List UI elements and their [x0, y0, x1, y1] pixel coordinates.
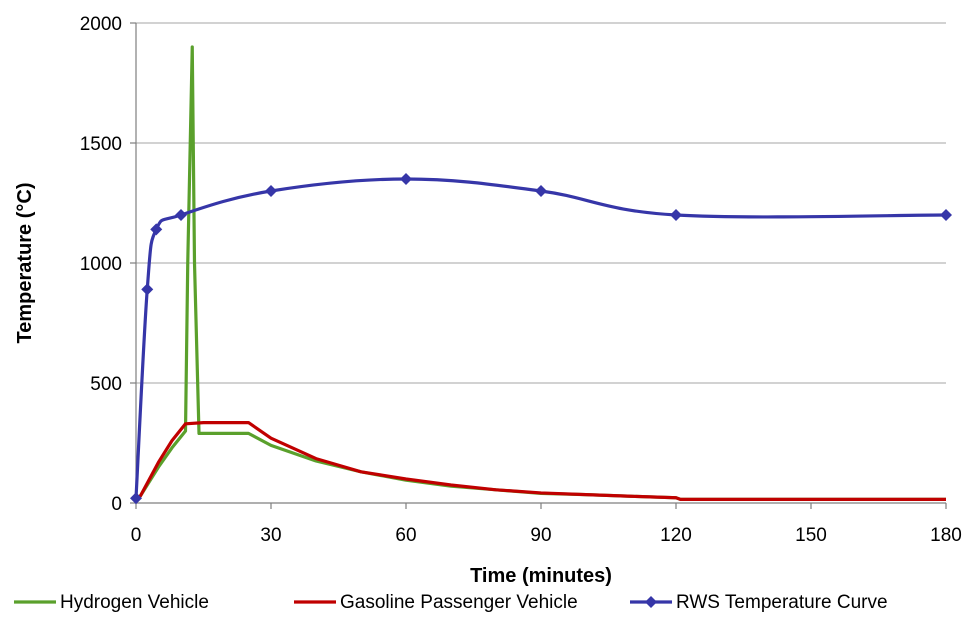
series-lines — [130, 45, 952, 505]
rws-temperature-curve-line — [134, 177, 947, 499]
x-tick-label: 150 — [795, 525, 827, 546]
y-tick-label: 2000 — [80, 14, 122, 35]
legend-label-rws-temperature-curve: RWS Temperature Curve — [676, 592, 888, 613]
y-tick-label: 0 — [111, 494, 122, 515]
rws-temperature-curve-point — [130, 492, 142, 505]
gasoline-passenger-vehicle-line — [135, 421, 946, 501]
rws-temperature-curve-point — [141, 283, 154, 296]
rws-temperature-curve-point — [175, 209, 187, 221]
y-tick-label: 1000 — [80, 254, 122, 275]
y-axis-title: Temperature (°C) — [14, 183, 36, 344]
x-tick-label: 30 — [260, 525, 281, 546]
rws-temperature-curve-point — [535, 185, 547, 197]
tick-labels: 0 500 1000 1500 2000 0 30 60 90 120 150 180 — [80, 14, 962, 546]
y-tick-label: 500 — [90, 374, 122, 395]
x-tick-label: 180 — [930, 525, 962, 546]
rws-temperature-curve-point — [940, 209, 952, 221]
legend-label-gasoline-passenger-vehicle: Gasoline Passenger Vehicle — [340, 592, 578, 613]
legend-marker-rws-temperature-curve — [645, 596, 657, 608]
legend: Hydrogen Vehicle Gasoline Passenger Vehic… — [14, 592, 888, 613]
grid-lines — [136, 22, 946, 384]
x-tick-label: 0 — [131, 525, 142, 546]
hydrogen-vehicle-line — [135, 45, 946, 501]
rws-temperature-curve-point — [150, 223, 163, 236]
rws-temperature-curve-point — [265, 185, 277, 197]
legend-label-hydrogen-vehicle: Hydrogen Vehicle — [60, 592, 209, 613]
rws-temperature-curve-point — [400, 173, 412, 185]
x-tick-label: 120 — [660, 525, 692, 546]
x-tick-label: 60 — [395, 525, 416, 546]
y-tick-label: 1500 — [80, 134, 122, 155]
x-axis-title: Time (minutes) — [470, 565, 612, 587]
x-tick-label: 90 — [530, 525, 551, 546]
rws-temperature-curve-point — [670, 209, 682, 221]
